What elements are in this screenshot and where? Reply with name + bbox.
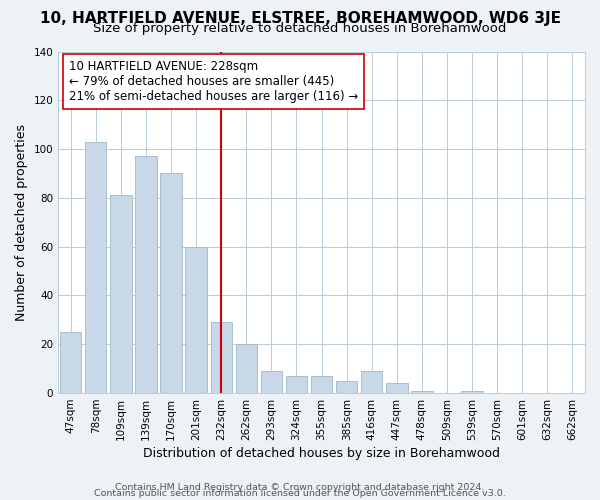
Bar [361, 371, 382, 393]
Text: Contains public sector information licensed under the Open Government Licence v3: Contains public sector information licen… [94, 490, 506, 498]
Bar [236, 344, 257, 393]
Bar [136, 156, 157, 393]
Bar [336, 381, 358, 393]
Y-axis label: Number of detached properties: Number of detached properties [15, 124, 28, 321]
X-axis label: Distribution of detached houses by size in Borehamwood: Distribution of detached houses by size … [143, 447, 500, 460]
Bar [261, 371, 282, 393]
Bar [110, 196, 131, 393]
Bar [85, 142, 106, 393]
Bar [60, 332, 82, 393]
Bar [160, 174, 182, 393]
Bar [386, 384, 407, 393]
Bar [311, 376, 332, 393]
Bar [185, 246, 207, 393]
Bar [411, 390, 433, 393]
Bar [461, 390, 483, 393]
Text: 10, HARTFIELD AVENUE, ELSTREE, BOREHAMWOOD, WD6 3JE: 10, HARTFIELD AVENUE, ELSTREE, BOREHAMWO… [40, 11, 560, 26]
Text: Size of property relative to detached houses in Borehamwood: Size of property relative to detached ho… [94, 22, 506, 35]
Bar [286, 376, 307, 393]
Bar [211, 322, 232, 393]
Text: Contains HM Land Registry data © Crown copyright and database right 2024.: Contains HM Land Registry data © Crown c… [115, 483, 485, 492]
Text: 10 HARTFIELD AVENUE: 228sqm
← 79% of detached houses are smaller (445)
21% of se: 10 HARTFIELD AVENUE: 228sqm ← 79% of det… [69, 60, 358, 103]
